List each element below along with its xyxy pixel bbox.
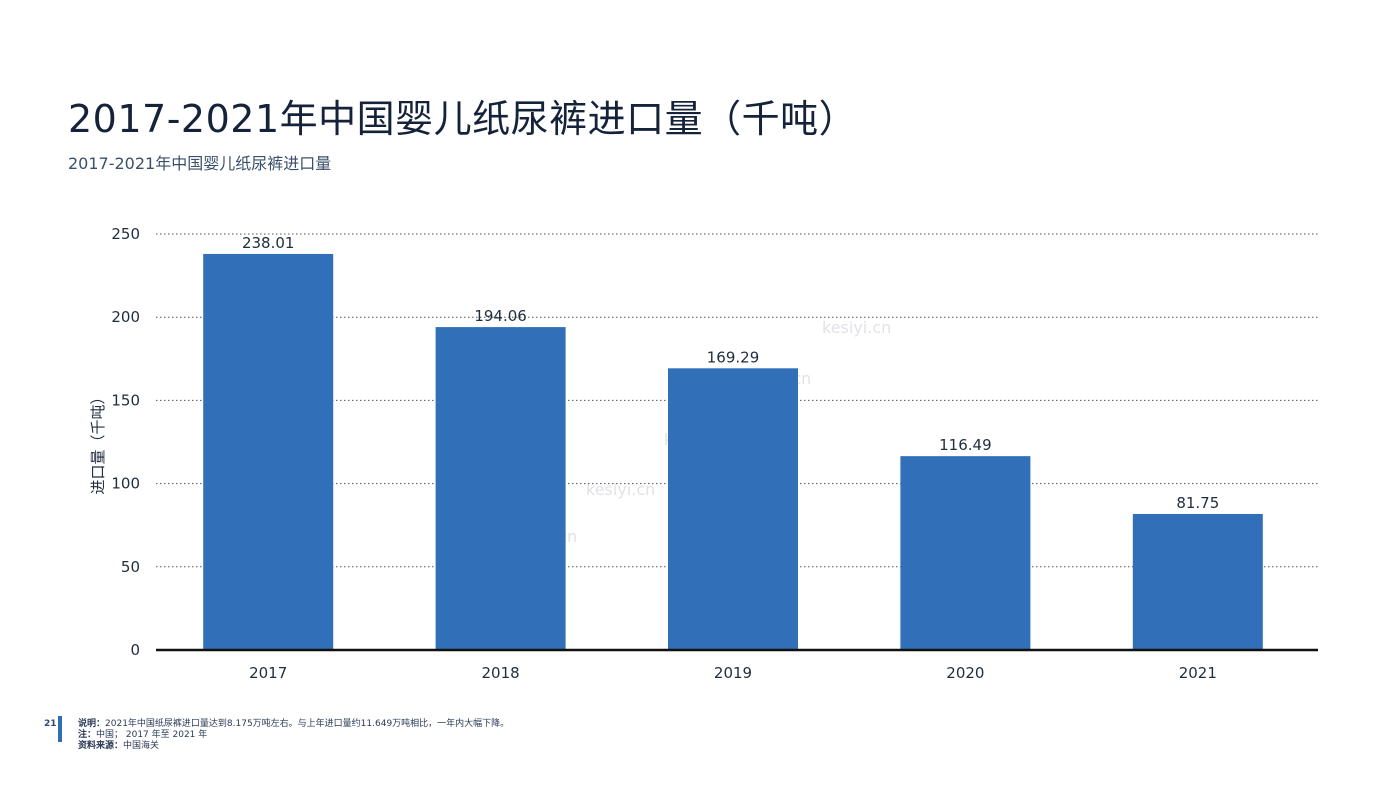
x-tick-label: 2021 (1179, 664, 1217, 682)
bar (900, 456, 1031, 650)
x-tick-label: 2020 (946, 664, 984, 682)
y-tick-label: 100 (111, 475, 140, 493)
y-tick-label: 150 (111, 391, 140, 409)
watermark: kesiyi.cn (822, 318, 892, 337)
y-axis-label: 进口量（千吨） (89, 389, 107, 494)
footer-source: 资料来源：中国海关 (78, 741, 509, 752)
data-label: 194.06 (474, 307, 527, 325)
data-label: 81.75 (1176, 494, 1219, 512)
footer-notes: 说明：2021年中国纸尿裤进口量达到8.175万吨左右。与上年进口量约11.64… (78, 719, 509, 752)
scope-label: 注： (78, 730, 97, 740)
scope-text: 中国； 2017 年至 2021 年 (96, 730, 208, 740)
footer-accent-bar (58, 716, 62, 742)
y-tick-label: 200 (111, 308, 140, 326)
watermark: kesiyi.cn (586, 480, 656, 499)
page-title: 2017-2021年中国婴儿纸尿裤进口量（千吨） (68, 97, 858, 141)
source-label: 资料来源： (78, 741, 124, 751)
page-number: 21 (44, 719, 57, 729)
x-tick-label: 2018 (482, 664, 520, 682)
footer-scope: 注：中国； 2017 年至 2021 年 (78, 730, 509, 741)
source-text: 中国海关 (123, 741, 160, 751)
y-tick-label: 50 (121, 558, 140, 576)
data-label: 169.29 (707, 348, 760, 366)
footer-note: 说明：2021年中国纸尿裤进口量达到8.175万吨左右。与上年进口量约11.64… (78, 719, 509, 730)
x-tick-label: 2017 (249, 664, 287, 682)
bar (203, 253, 334, 650)
bar (1132, 513, 1263, 650)
bar (435, 327, 566, 650)
x-tick-label: 2019 (714, 664, 752, 682)
y-tick-label: 250 (111, 225, 140, 243)
data-label: 116.49 (939, 436, 992, 454)
bar (668, 368, 798, 650)
note-text: 2021年中国纸尿裤进口量达到8.175万吨左右。与上年进口量约11.649万吨… (105, 719, 510, 729)
note-label: 说明： (78, 719, 106, 729)
page-subtitle: 2017-2021年中国婴儿纸尿裤进口量 (68, 154, 332, 173)
y-tick-label: 0 (130, 641, 140, 659)
data-label: 238.01 (242, 234, 295, 252)
